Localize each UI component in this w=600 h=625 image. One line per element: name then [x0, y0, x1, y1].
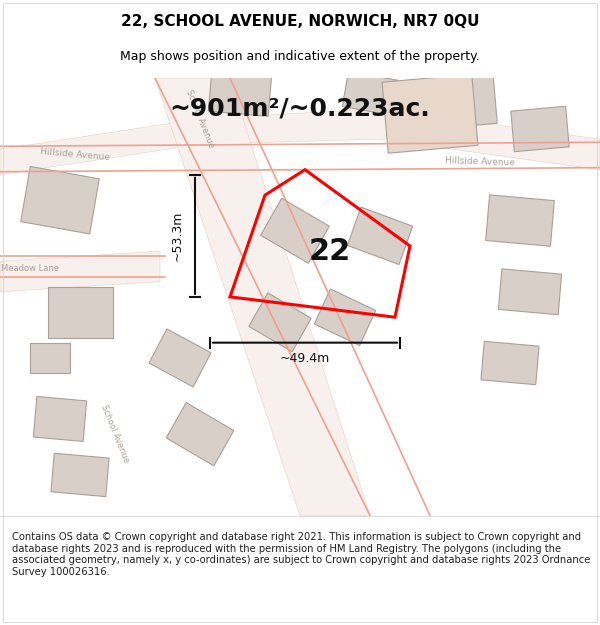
Polygon shape: [0, 109, 600, 175]
Polygon shape: [499, 269, 562, 315]
Polygon shape: [149, 329, 211, 387]
Text: 22: 22: [309, 237, 351, 266]
Text: School Avenue: School Avenue: [184, 88, 216, 149]
Text: ~53.3m: ~53.3m: [170, 211, 184, 261]
Text: ~49.4m: ~49.4m: [280, 352, 330, 366]
Polygon shape: [481, 341, 539, 385]
Text: Contains OS data © Crown copyright and database right 2021. This information is : Contains OS data © Crown copyright and d…: [12, 532, 590, 577]
Text: Meadow Lane: Meadow Lane: [1, 264, 59, 273]
Polygon shape: [47, 287, 113, 338]
Polygon shape: [511, 106, 569, 152]
Text: Hillside Avenue: Hillside Avenue: [40, 147, 110, 162]
Polygon shape: [0, 251, 160, 292]
Polygon shape: [314, 289, 376, 346]
Polygon shape: [423, 68, 497, 129]
Polygon shape: [208, 71, 272, 116]
Text: ~901m²/~0.223ac.: ~901m²/~0.223ac.: [170, 97, 430, 121]
Polygon shape: [343, 71, 398, 116]
Text: School Avenue: School Avenue: [99, 404, 131, 464]
Polygon shape: [347, 207, 413, 264]
Polygon shape: [382, 74, 478, 153]
Polygon shape: [21, 166, 99, 234]
Polygon shape: [51, 453, 109, 497]
Polygon shape: [249, 293, 311, 352]
Text: 22, SCHOOL AVENUE, NORWICH, NR7 0QU: 22, SCHOOL AVENUE, NORWICH, NR7 0QU: [121, 14, 479, 29]
Text: Map shows position and indicative extent of the property.: Map shows position and indicative extent…: [120, 50, 480, 62]
Text: Hillside Avenue: Hillside Avenue: [445, 156, 515, 168]
Polygon shape: [30, 342, 70, 373]
Polygon shape: [485, 195, 554, 246]
Polygon shape: [166, 402, 234, 466]
Polygon shape: [155, 78, 370, 516]
Polygon shape: [34, 396, 86, 441]
Polygon shape: [260, 198, 329, 263]
